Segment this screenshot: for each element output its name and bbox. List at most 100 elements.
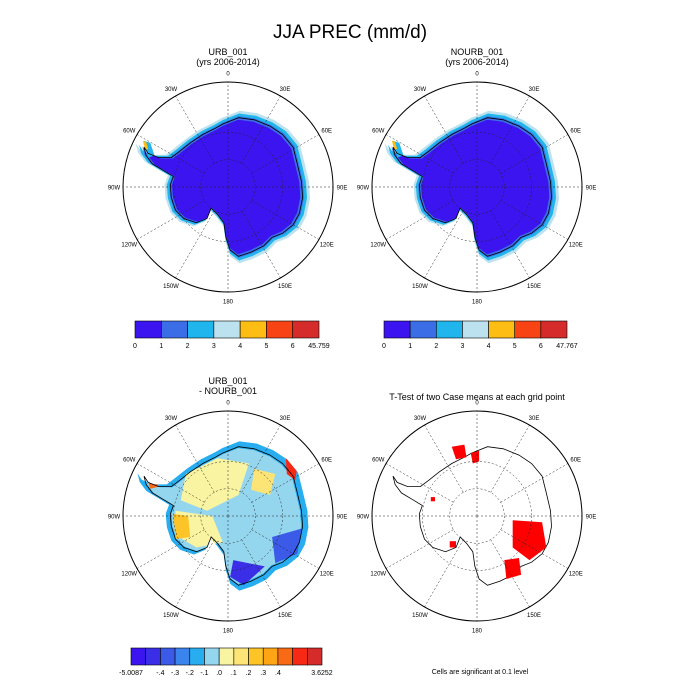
colorbar-label: -.2 <box>186 670 194 677</box>
colorbar-swatch <box>266 320 294 339</box>
meridian-line <box>500 463 569 503</box>
meridian-line <box>500 134 569 174</box>
longitude-label: 120W <box>370 572 386 578</box>
meridian-line <box>385 529 454 569</box>
longitude-label: 150W <box>163 284 179 290</box>
meridian-line <box>136 529 205 569</box>
colorbar-label: -.4 <box>156 670 164 677</box>
colorbar-label: 6 <box>291 343 295 350</box>
latitude-circle <box>422 461 532 571</box>
longitude-label: 30W <box>414 416 427 422</box>
meridian-line <box>490 424 530 493</box>
colorbar-swatch <box>160 647 176 666</box>
polar-map: 0 30E 60E 90E 120E 150E 180 150W 120W 90W 60W 30W <box>357 72 597 306</box>
polar-map: 0 30E 60E 90E 120E 150E 180 150W 120W 90W 60W 30W <box>108 72 348 306</box>
latitude-circle <box>449 488 505 544</box>
panel-ttest: T-Test of two Case means at each grid po… <box>357 392 597 676</box>
longitude-label: 150W <box>412 284 428 290</box>
longitude-label: 120W <box>121 243 137 249</box>
polar-map: 0 30E 60E 90E 120E 150E 180 150W 120W 90W 60W 30W <box>108 401 348 635</box>
colorbar-label: 5 <box>264 343 268 350</box>
significant-cells <box>504 558 522 579</box>
meridian-line <box>251 200 320 240</box>
colorbar: -5.0087 -.4 -.3 -.2 -.1 .0 .1 .2 .3 .4 3.6252 <box>119 647 333 677</box>
diff-positive <box>251 468 276 495</box>
colorbar-label: 1 <box>408 343 412 350</box>
panel-title: T-Test of two Case means at each grid po… <box>389 392 565 402</box>
panel-difference: URB_001 - NOURB_001 0 30E 60E 90E 120E 150E 18… <box>108 376 348 677</box>
colorbar-label: 6 <box>539 343 543 350</box>
colorbar-label: 4 <box>238 343 242 350</box>
panel-title: NOURB_001 <box>451 47 504 57</box>
longitude-label: 90W <box>357 186 370 192</box>
longitude-label: 150W <box>412 613 428 619</box>
colorbar-swatch <box>233 647 249 666</box>
meridian-line <box>175 95 215 164</box>
longitude-label: 0 <box>475 72 479 78</box>
longitude-label: 90W <box>357 515 370 521</box>
significant-cells <box>512 520 547 561</box>
longitude-label: 0 <box>226 72 230 78</box>
panel-subtitle: (yrs 2006-2014) <box>445 57 509 67</box>
longitude-label: 90E <box>337 515 348 521</box>
colorbar-label: 47.767 <box>556 343 578 350</box>
longitude-label: 30W <box>414 87 427 93</box>
longitude-label: 180 <box>223 629 234 635</box>
colorbar-swatch <box>213 320 241 339</box>
longitude-label: 60E <box>570 129 581 135</box>
longitude-label: 30E <box>529 87 540 93</box>
longitude-label: 60W <box>123 458 136 464</box>
meridian-line <box>241 210 281 279</box>
meridian-line <box>175 424 215 493</box>
colorbar-label: 2 <box>186 343 190 350</box>
latitude-circle <box>422 132 532 242</box>
meridian-line <box>385 463 454 503</box>
colorbar-swatch <box>204 647 220 666</box>
colorbar-label: 4 <box>487 343 491 350</box>
diff-negative-strong <box>230 560 265 586</box>
panel-title: URB_001 <box>208 47 247 57</box>
colorbar-swatch <box>134 320 162 339</box>
latitude-circle <box>449 159 505 215</box>
colorbar-label: .4 <box>275 670 281 677</box>
colorbar-swatch <box>218 647 235 666</box>
colorbar-swatch <box>239 320 267 339</box>
map-boundary <box>371 81 583 293</box>
longitude-label: 60E <box>321 129 332 135</box>
longitude-label: 60W <box>372 129 385 135</box>
significant-cells <box>430 497 435 502</box>
meridian-line <box>424 424 464 493</box>
longitude-label: 30E <box>280 416 291 422</box>
longitude-label: 30E <box>529 416 540 422</box>
colorbar: 0 1 2 3 4 5 6 45.759 <box>133 320 330 350</box>
meridian-line <box>241 424 281 493</box>
colorbar-label: 3 <box>460 343 464 350</box>
longitude-label: 150E <box>527 284 541 290</box>
colorbar-swatch <box>174 647 191 666</box>
meridian-line <box>490 95 530 164</box>
significant-cells <box>449 541 456 548</box>
colorbar-swatch <box>160 320 188 339</box>
longitude-label: 150W <box>163 613 179 619</box>
meridian-line <box>424 95 464 164</box>
meridian-line <box>175 210 215 279</box>
meridian-line <box>251 134 320 174</box>
longitude-label: 60E <box>321 458 332 464</box>
meridian-line <box>175 539 215 608</box>
longitude-label: 180 <box>472 629 483 635</box>
longitude-label: 180 <box>223 300 234 306</box>
meridian-line <box>241 539 281 608</box>
map-boundary <box>371 410 583 622</box>
colorbar-label: -5.0087 <box>119 670 143 677</box>
colorbar-swatch <box>130 647 146 666</box>
panel-urb: URB_001 (yrs 2006-2014) 030E60E90E120E15… <box>108 47 348 350</box>
colorbar-swatch <box>409 320 437 339</box>
latitude-circle <box>200 159 256 215</box>
map-boundary <box>122 410 334 622</box>
colorbar-swatch <box>307 647 323 666</box>
figure-title: JJA PREC (mm/d) <box>273 22 427 43</box>
coastline <box>143 117 304 257</box>
colorbar-swatch <box>187 320 215 339</box>
colorbar-swatch <box>540 320 568 339</box>
longitude-label: 30W <box>165 87 178 93</box>
